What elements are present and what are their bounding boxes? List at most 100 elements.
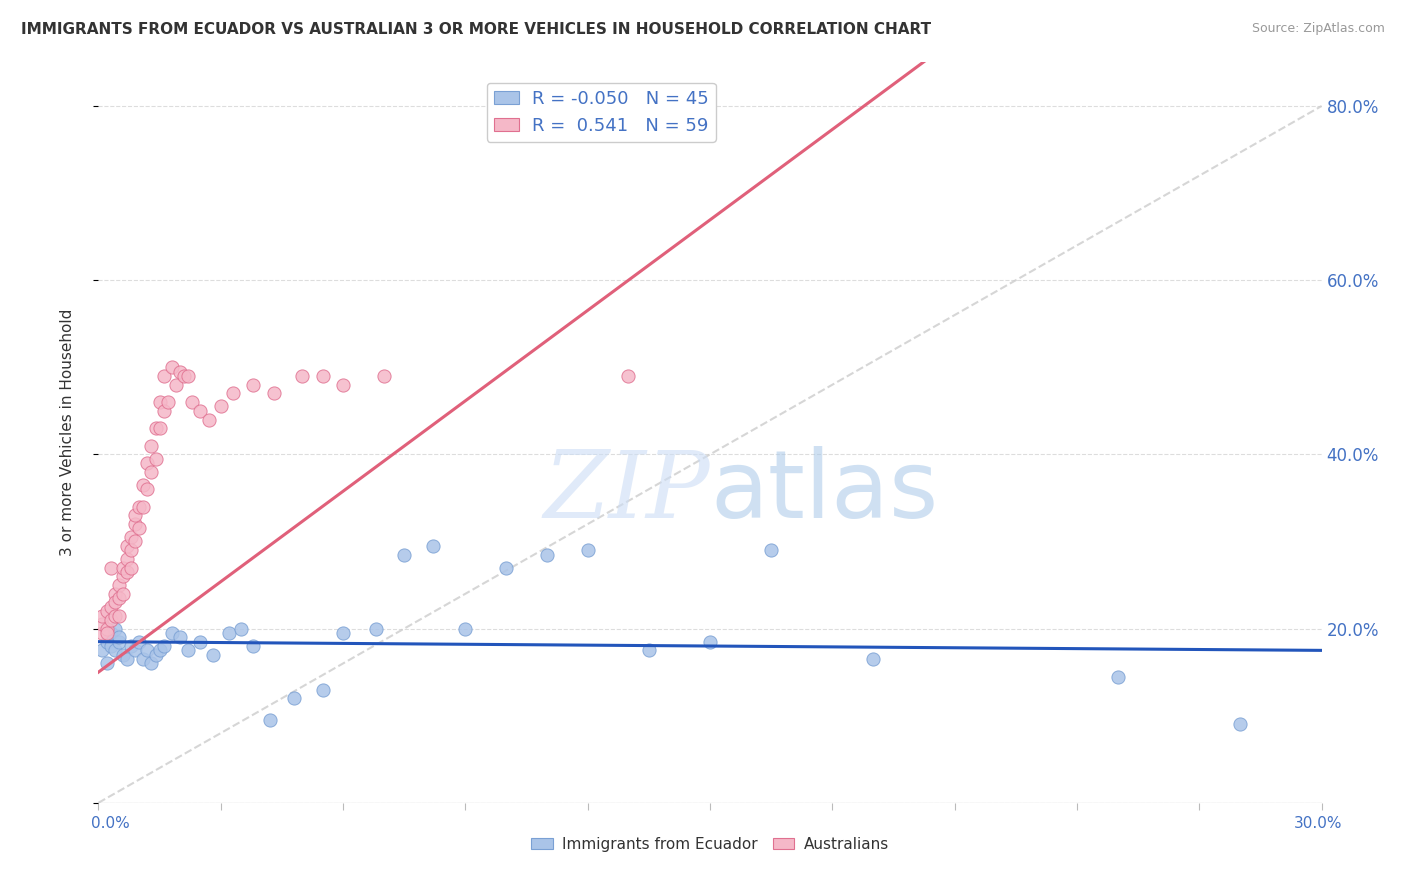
Point <box>108 608 131 623</box>
Point <box>197 412 219 426</box>
Point <box>149 421 172 435</box>
Point <box>152 404 174 418</box>
Point <box>188 404 212 418</box>
Point <box>242 377 264 392</box>
Point <box>169 365 191 379</box>
Point <box>242 639 264 653</box>
Point <box>120 639 142 653</box>
Point <box>111 648 134 662</box>
Point <box>141 657 163 671</box>
Point <box>104 643 127 657</box>
Point <box>373 369 395 384</box>
Text: 30.0%: 30.0% <box>1295 816 1343 830</box>
Point <box>91 626 114 640</box>
Point <box>145 421 167 435</box>
Point <box>576 543 599 558</box>
Point <box>100 613 122 627</box>
Point <box>124 517 146 532</box>
Point <box>96 657 118 671</box>
Point <box>120 560 142 574</box>
Point <box>152 369 174 384</box>
Point <box>96 626 118 640</box>
Point <box>96 634 118 648</box>
Point <box>132 478 155 492</box>
Point <box>96 622 118 636</box>
Point <box>128 634 150 648</box>
Point <box>617 369 640 384</box>
Point <box>156 395 179 409</box>
Point <box>263 386 285 401</box>
Point <box>160 626 183 640</box>
Point <box>104 595 127 609</box>
Point <box>141 439 163 453</box>
Point <box>111 587 134 601</box>
Point <box>111 560 134 574</box>
Point <box>108 634 131 648</box>
Legend: Immigrants from Ecuador, Australians: Immigrants from Ecuador, Australians <box>526 830 894 858</box>
Point <box>136 482 159 496</box>
Point <box>188 634 212 648</box>
Y-axis label: 3 or more Vehicles in Household: 3 or more Vehicles in Household <box>60 309 75 557</box>
Point <box>761 543 783 558</box>
Point <box>115 539 138 553</box>
Point <box>104 587 127 601</box>
Point <box>100 560 122 574</box>
Text: ZIP: ZIP <box>543 447 710 537</box>
Point <box>115 652 138 666</box>
Point <box>115 552 138 566</box>
Point <box>111 569 134 583</box>
Point <box>149 395 172 409</box>
Point <box>312 682 335 697</box>
Point <box>91 643 114 657</box>
Point <box>100 599 122 614</box>
Point <box>259 713 281 727</box>
Point <box>132 652 155 666</box>
Point <box>91 617 114 632</box>
Text: Source: ZipAtlas.com: Source: ZipAtlas.com <box>1251 22 1385 36</box>
Point <box>862 652 884 666</box>
Point <box>173 369 195 384</box>
Point <box>145 451 167 466</box>
Point <box>312 369 335 384</box>
Point <box>699 634 721 648</box>
Point <box>495 560 517 574</box>
Point <box>177 369 200 384</box>
Point <box>209 400 232 414</box>
Point <box>124 643 146 657</box>
Text: 0.0%: 0.0% <box>91 816 131 830</box>
Point <box>145 648 167 662</box>
Point <box>108 630 131 644</box>
Point <box>152 639 174 653</box>
Point <box>100 639 122 653</box>
Point <box>108 578 131 592</box>
Point <box>128 500 150 514</box>
Point <box>128 521 150 535</box>
Point <box>218 626 240 640</box>
Point <box>115 565 138 579</box>
Point <box>141 465 163 479</box>
Point <box>108 591 131 606</box>
Point <box>132 500 155 514</box>
Point <box>100 626 122 640</box>
Point <box>637 643 661 657</box>
Point <box>332 377 354 392</box>
Point <box>201 648 224 662</box>
Point <box>177 643 200 657</box>
Point <box>169 630 191 644</box>
Point <box>291 369 314 384</box>
Point <box>181 395 204 409</box>
Point <box>222 386 245 401</box>
Point <box>454 622 477 636</box>
Text: IMMIGRANTS FROM ECUADOR VS AUSTRALIAN 3 OR MORE VEHICLES IN HOUSEHOLD CORRELATIO: IMMIGRANTS FROM ECUADOR VS AUSTRALIAN 3 … <box>21 22 931 37</box>
Point <box>149 643 172 657</box>
Point <box>136 643 159 657</box>
Point <box>96 604 118 618</box>
Point <box>160 360 183 375</box>
Point <box>283 691 305 706</box>
Point <box>1107 669 1129 683</box>
Point <box>231 622 253 636</box>
Point <box>124 534 146 549</box>
Point <box>536 548 558 562</box>
Point <box>1229 717 1251 731</box>
Point <box>104 622 127 636</box>
